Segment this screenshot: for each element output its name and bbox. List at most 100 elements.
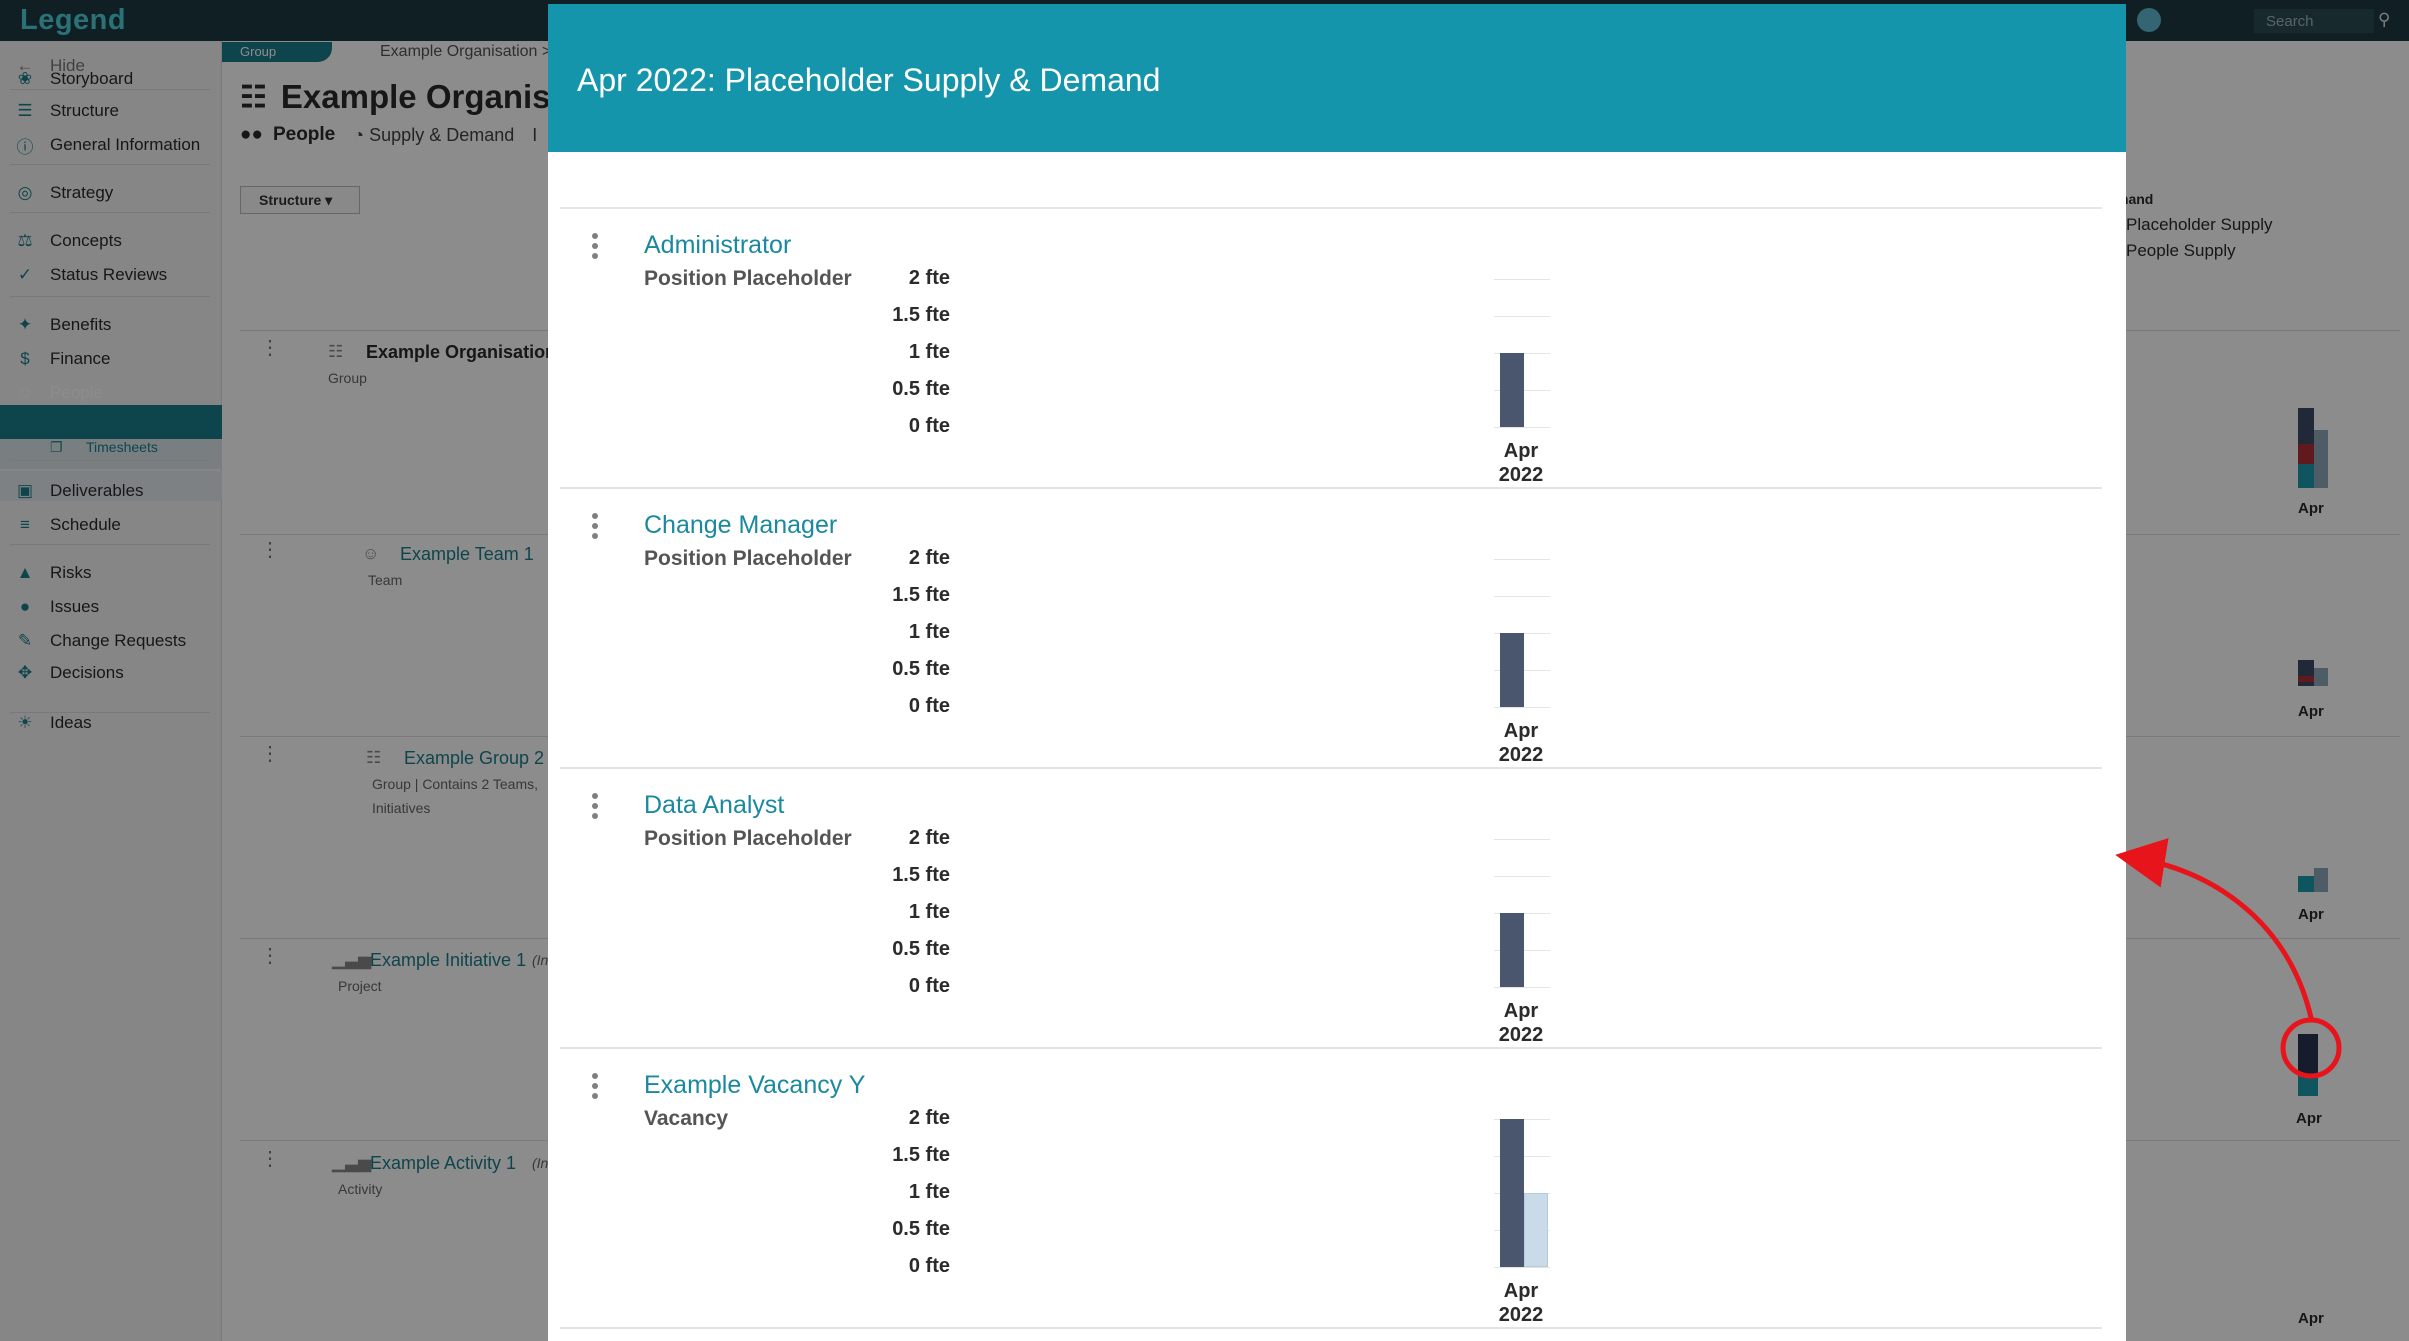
breadcrumb[interactable]: Example Organisation > (380, 43, 552, 60)
chart-bar[interactable] (1524, 1193, 1548, 1267)
award-icon: ✦ (17, 315, 33, 334)
sidebar-item-decisions[interactable]: ✥ Decisions (14, 660, 124, 686)
sidebar-item-finance[interactable]: $ Finance (14, 346, 110, 372)
mini-chart-bar[interactable] (2298, 444, 2314, 464)
tab-people[interactable]: ●● People (240, 124, 336, 145)
globe-icon[interactable] (2137, 8, 2161, 32)
tree-node-type: Team (368, 572, 403, 588)
y-tick-label: 2 fte (908, 827, 950, 849)
tree-node-icon: ☷ (366, 748, 382, 767)
sidebar-item-label: General Information (50, 135, 201, 154)
sidebar-item-change-requests[interactable]: ✎ Change Requests (14, 628, 186, 654)
section-menu-icon[interactable] (592, 1073, 602, 1099)
tab-cut[interactable]: I (532, 124, 538, 145)
sidebar-item-general-information[interactable]: ⓘ General Information (14, 132, 201, 158)
mini-chart-bar[interactable] (2298, 464, 2314, 488)
mini-chart-bar[interactable] (2298, 676, 2314, 682)
divider (560, 207, 2102, 209)
tree-node-label[interactable]: Example Activity 1 (370, 1153, 517, 1173)
y-tick-label: 0.5 fte (892, 938, 950, 960)
sidebar-item-label: Ideas (50, 713, 92, 732)
supply-demand-modal: Apr 2022: Placeholder Supply & Demand Ad… (548, 4, 2126, 1341)
search-icon[interactable]: ⚲ (2378, 10, 2391, 29)
tree-node-type: Group | Contains 2 Teams, (372, 776, 539, 792)
tree-node-label[interactable]: Example Group 2 (404, 748, 545, 768)
section-menu-icon[interactable] (592, 513, 602, 539)
chart-bar[interactable] (1500, 633, 1524, 707)
chart-bar[interactable] (1500, 913, 1524, 987)
sidebar-item-concepts[interactable]: ⚖ Concepts (14, 228, 121, 254)
y-tick-label: 1.5 fte (892, 584, 950, 606)
search-input[interactable]: Search (2254, 9, 2374, 33)
sidebar-item-label: Finance (50, 349, 111, 368)
y-tick-label: 0.5 fte (892, 378, 950, 400)
section-menu-icon[interactable] (592, 793, 602, 819)
sidebar-item-status-reviews[interactable]: ✓ Status Reviews (14, 262, 167, 288)
position-title[interactable]: Administrator (644, 231, 792, 259)
sidebar-subitem-timesheets[interactable]: ❐ Timesheets (50, 436, 158, 458)
arrow-left-icon: ← (16, 56, 34, 75)
hierarchy-icon: ☷ (240, 80, 267, 114)
sidebar-item-ideas[interactable]: ☀ Ideas (14, 710, 92, 736)
modal-title: Apr 2022: Placeholder Supply & Demand (577, 62, 1161, 98)
app-logo: Legend (20, 4, 127, 36)
mini-chart-bar[interactable] (2314, 868, 2328, 892)
tree-node-label[interactable]: Example Organisation (366, 342, 557, 362)
sidebar-item-benefits[interactable]: ✦ Benefits (14, 312, 112, 338)
sidebar-item-label: Status Reviews (50, 265, 168, 284)
tree-node-label[interactable]: Example Initiative 1 (370, 950, 527, 970)
x-label-year: 2022 (1498, 464, 1544, 486)
tree-node-suffix: (In (532, 952, 549, 968)
divider (10, 544, 210, 545)
y-tick-label: 0 fte (908, 975, 950, 997)
chart-bar[interactable] (1500, 1119, 1524, 1267)
sidebar-item-storyboard[interactable]: ❀ Storyboard (14, 66, 133, 92)
gauge-icon: ◔ (353, 124, 365, 145)
sidebar-item-people[interactable]: ☺ People (14, 380, 103, 406)
arrows-icon: ✥ (17, 663, 33, 682)
position-section: Data Analyst Position Placeholder 2 fte 1.5… (560, 769, 2102, 1049)
sidebar-item-issues[interactable]: ● Issues (14, 594, 99, 620)
grid-line (1494, 316, 1550, 317)
gauge-icon: ◔ (50, 407, 59, 423)
x-label-year: 2022 (1498, 1024, 1544, 1046)
position-title[interactable]: Data Analyst (644, 791, 785, 819)
position-section: Example Vacancy Y Vacancy 2 fte 1.5 fte 1 ft… (560, 1049, 2102, 1329)
position-type: Position Placeholder (644, 267, 852, 290)
sidebar-sub-row (0, 471, 222, 501)
sidebar-active-highlight (0, 405, 222, 439)
y-tick-label: 0 fte (908, 695, 950, 717)
tree-node-type: Initiatives (372, 800, 431, 816)
section-menu-icon[interactable] (592, 233, 602, 259)
structure-button[interactable]: Structure ▾ (240, 186, 360, 214)
people-icon: ●● (240, 124, 263, 145)
mini-chart-x-label: Apr (2296, 1110, 2322, 1127)
y-tick-label: 1.5 fte (892, 1144, 950, 1166)
sidebar-item-strategy[interactable]: ◎ Strategy (14, 180, 114, 206)
legend-placeholder-supply: Placeholder Supply (2126, 215, 2273, 234)
x-tick-label: Apr 2022 (1478, 999, 1564, 1047)
sidebar-item-schedule[interactable]: ≡ Schedule (14, 512, 121, 538)
mini-chart-bar[interactable] (2314, 668, 2328, 686)
group-tag: Group (222, 42, 332, 62)
x-label-month: Apr (1503, 1000, 1539, 1022)
scales-icon: ⚖ (17, 231, 33, 250)
sidebar-item-structure[interactable]: ☰ Structure (14, 98, 119, 124)
compass-icon: ◎ (17, 183, 33, 202)
sidebar-subitem-label: Supply & Demand (86, 407, 199, 423)
sidebar-subitem-supply-demand[interactable]: ◔ Supply & Demand (50, 404, 199, 426)
mini-chart-bar[interactable] (2298, 1074, 2318, 1096)
edit-icon: ✎ (17, 631, 33, 650)
hide-sidebar-button[interactable]: ← Hide (14, 53, 85, 79)
divider (10, 296, 210, 297)
palette-icon: ❀ (17, 69, 33, 88)
alert-icon: ● (19, 597, 31, 616)
tab-supply-demand[interactable]: ◔ Supply & Demand (353, 124, 515, 145)
sidebar-item-risks[interactable]: ▲ Risks (14, 560, 92, 586)
tree-node-label[interactable]: Example Team 1 (400, 544, 534, 564)
sidebar-item-deliverables[interactable]: ▣ Deliverables (14, 478, 144, 504)
position-title[interactable]: Example Vacancy Y (644, 1071, 866, 1099)
mini-chart-bar[interactable] (2314, 430, 2328, 488)
chart-bar[interactable] (1500, 353, 1524, 427)
position-title[interactable]: Change Manager (644, 511, 838, 539)
